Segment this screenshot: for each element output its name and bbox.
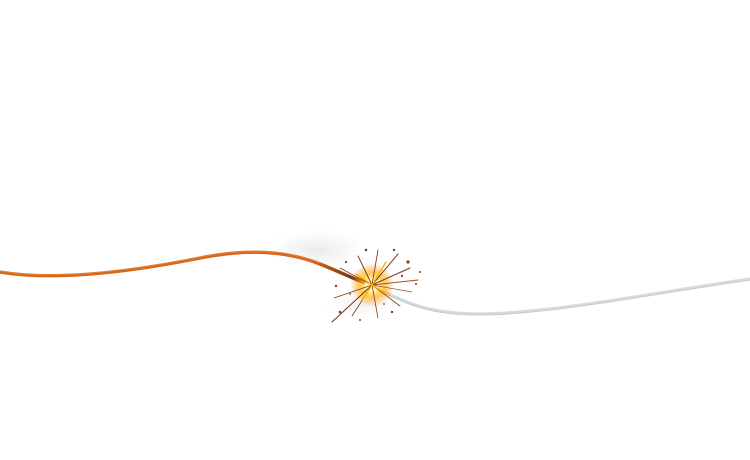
smoke-cloud [263, 228, 373, 272]
burnt-fuse-highlight [0, 250, 321, 276]
spark-particles [334, 248, 421, 321]
spark-rays [331, 249, 419, 323]
unburnt-fuse [383, 277, 750, 316]
burnt-fuse [0, 250, 367, 285]
unburnt-fuse-shade [384, 279, 750, 316]
